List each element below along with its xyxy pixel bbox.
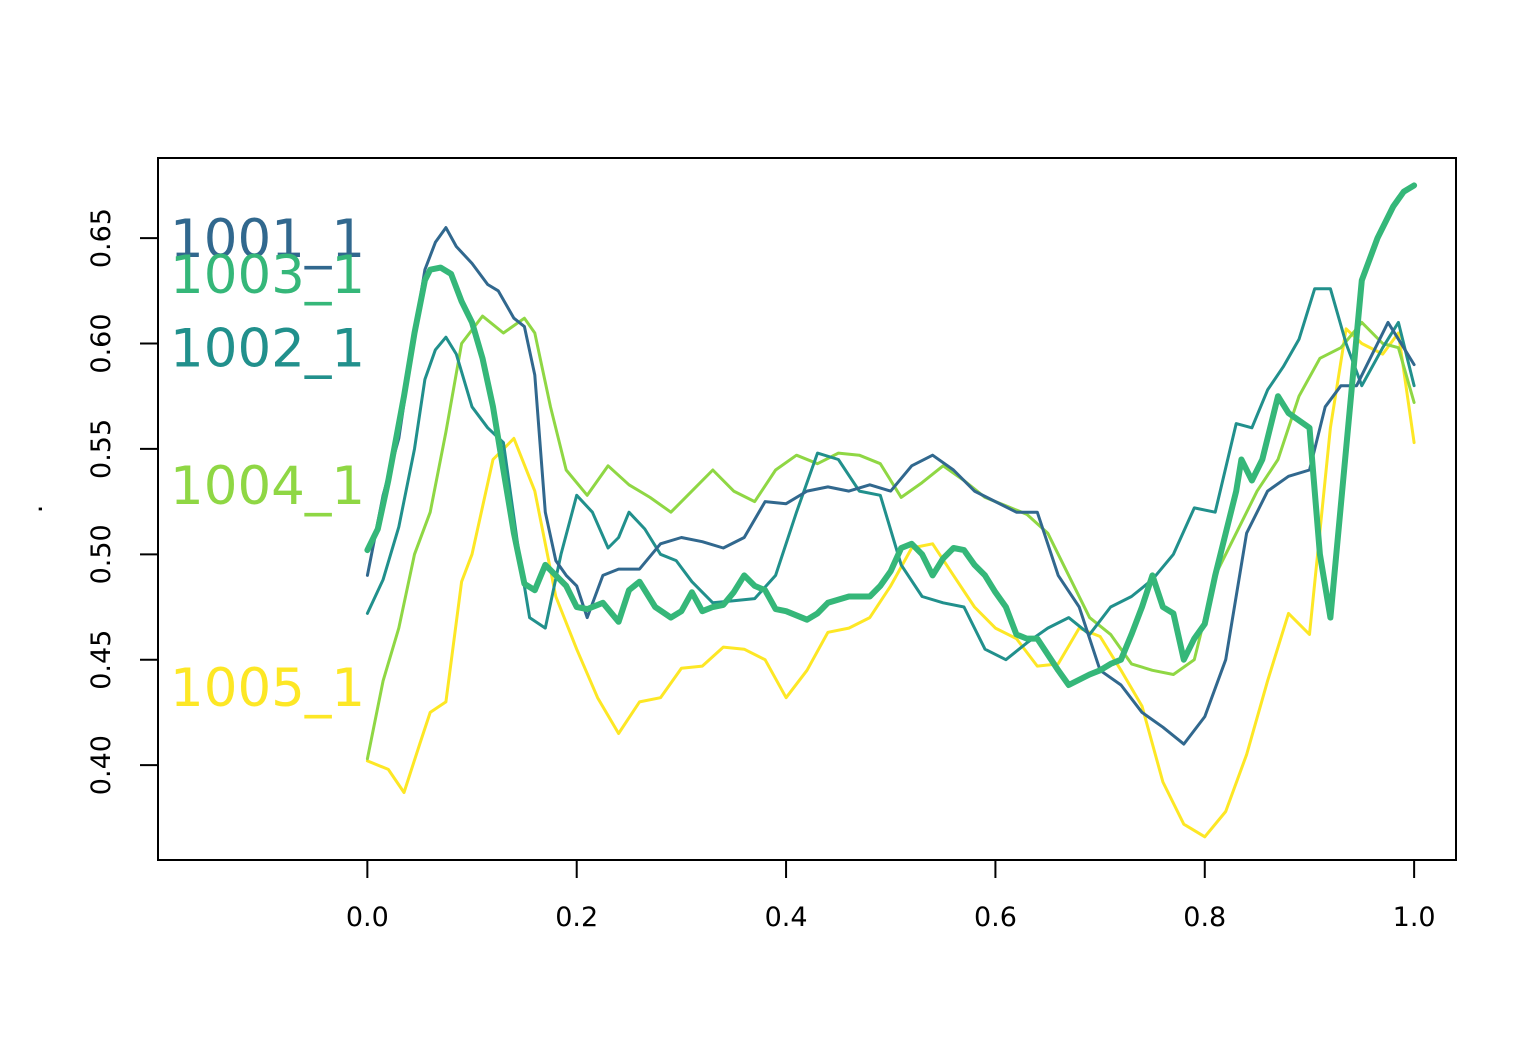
y-axis: 0.40 0.45 0.50 0.55 0.60 0.65	[86, 208, 159, 795]
x-tick-label: 0.2	[555, 902, 598, 933]
series-label-1005_1: 1005_1	[170, 658, 365, 719]
y-tick-label: 0.60	[86, 313, 117, 373]
x-tick-label: 1.0	[1393, 902, 1436, 933]
y-tick-label: 0.50	[86, 524, 117, 584]
series-line-1001_1	[365, 226, 1416, 746]
series-line-1004_1	[365, 314, 1416, 761]
y-tick-label: 0.40	[86, 735, 117, 795]
x-tick-label: 0.4	[765, 902, 808, 933]
y-tick-label: 0.65	[86, 208, 117, 268]
y-axis-label: .	[18, 505, 49, 514]
x-tick-label: 0.8	[1183, 902, 1226, 933]
x-tick-label: 0.6	[974, 902, 1017, 933]
series-line-1002_1	[365, 287, 1416, 662]
series-line-1003_1	[364, 182, 1418, 688]
series-label-1003_1: 1003_1	[170, 245, 365, 306]
x-tick-label: 0.0	[346, 902, 389, 933]
series-label-1002_1: 1002_1	[170, 319, 365, 380]
series-line-1005_1	[365, 327, 1416, 839]
y-tick-label: 0.55	[86, 419, 117, 479]
series-label-1004_1: 1004_1	[170, 456, 365, 517]
series-label-1001_1: 1001_1	[170, 209, 365, 270]
x-axis: 0.0 0.2 0.4 0.6 0.8 1.0	[346, 859, 1436, 933]
y-tick-label: 0.45	[86, 630, 117, 690]
series-lines	[364, 182, 1418, 839]
